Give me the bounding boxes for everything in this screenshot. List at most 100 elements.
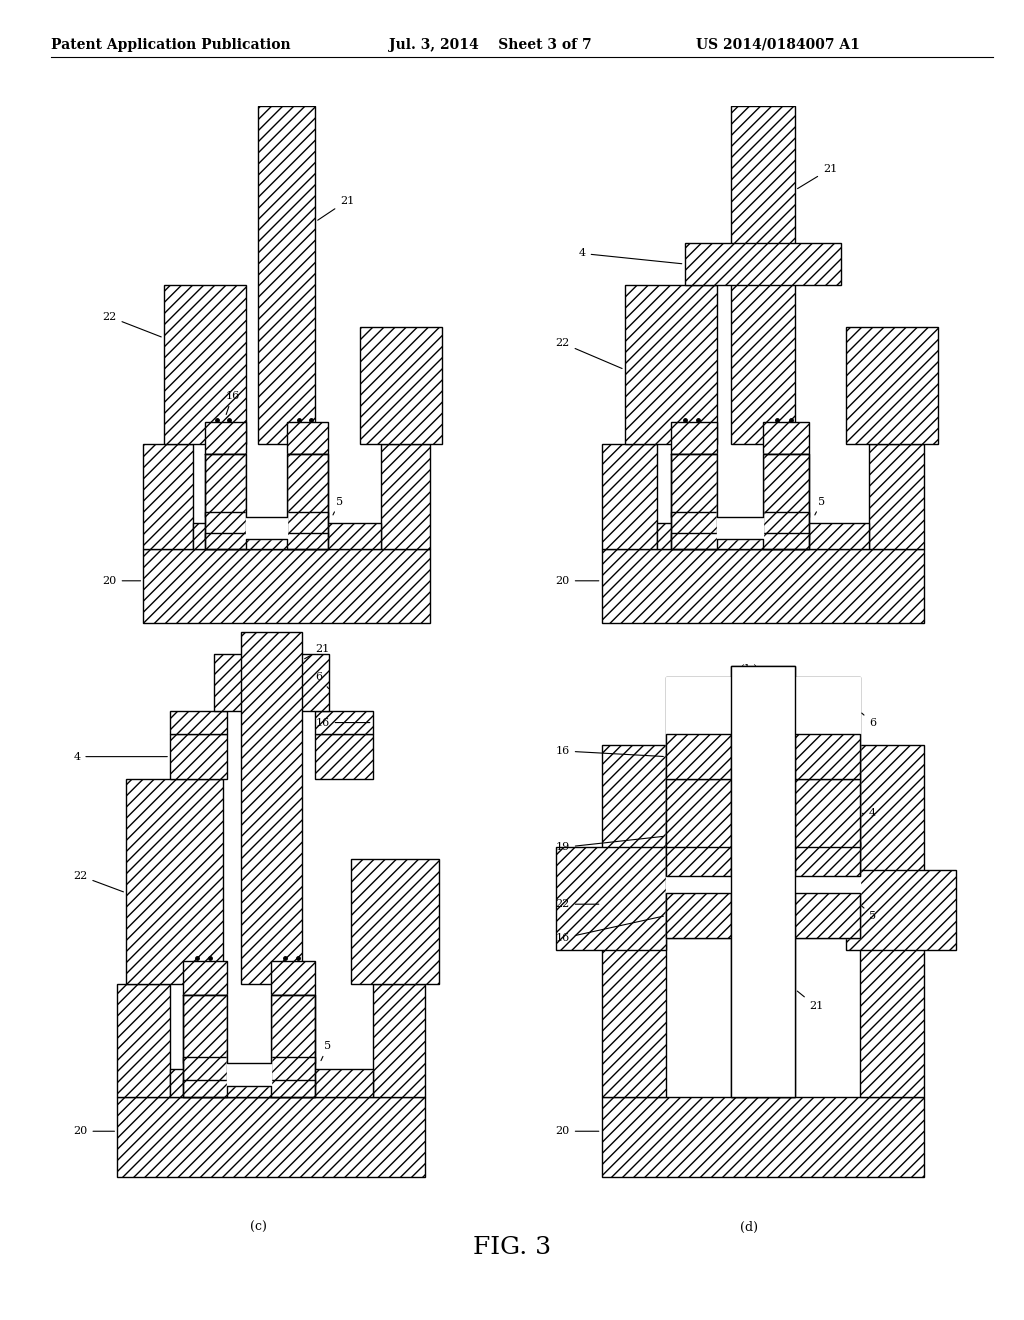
Text: Patent Application Publication: Patent Application Publication [51,38,291,51]
Bar [859,746,924,1097]
Text: 6: 6 [862,713,876,727]
Text: (d): (d) [740,1221,758,1234]
Bar [183,1057,227,1086]
Bar [763,512,809,539]
Bar [360,327,442,444]
Text: 6: 6 [315,672,329,689]
Bar [241,632,302,983]
Bar [666,842,731,876]
Bar [170,1069,373,1097]
Bar [671,512,717,539]
Text: 19: 19 [555,837,664,853]
Text: 22: 22 [74,871,124,892]
Bar [315,711,373,734]
Bar [246,512,287,539]
Bar [143,549,430,623]
Bar [271,995,315,1063]
Bar [731,665,795,1097]
Bar [666,892,731,939]
Bar [666,677,859,734]
Bar [795,734,859,779]
Text: 5: 5 [815,496,825,515]
Bar [271,961,315,995]
Bar [666,734,731,779]
Text: 4: 4 [862,808,876,818]
Text: 16: 16 [315,718,370,727]
Text: 21: 21 [317,195,354,220]
Bar [666,734,731,779]
Bar [795,892,859,939]
Bar [666,892,731,939]
Bar [717,512,763,539]
Bar [731,106,795,444]
Bar [373,983,426,1097]
Bar [117,983,170,1097]
Bar [731,665,795,1097]
Text: 5: 5 [333,496,343,515]
Bar [666,779,731,847]
Text: 4: 4 [74,751,167,762]
Bar [846,327,938,444]
Text: US 2014/0184007 A1: US 2014/0184007 A1 [696,38,860,51]
Bar [227,1057,271,1086]
Bar [671,533,809,549]
Bar [795,779,859,847]
Bar [666,842,731,876]
Bar [657,523,868,549]
Text: 21: 21 [304,644,330,659]
Bar [671,422,717,454]
Text: Jul. 3, 2014    Sheet 3 of 7: Jul. 3, 2014 Sheet 3 of 7 [389,38,592,51]
Bar [287,422,328,454]
Bar [717,454,763,517]
Bar [170,734,227,779]
Bar [164,285,246,444]
Bar [666,779,731,847]
Bar [214,655,329,711]
Bar [183,995,227,1063]
Text: (c): (c) [250,1221,266,1234]
Bar [846,870,956,949]
Bar [350,859,438,983]
Bar [868,444,925,549]
Text: 20: 20 [74,1126,115,1137]
Bar [625,285,717,444]
Bar [205,512,246,539]
Text: 5: 5 [862,906,876,920]
Text: (b): (b) [740,664,758,677]
Bar [227,995,271,1063]
Bar [143,444,193,549]
Text: 20: 20 [555,1126,599,1137]
Bar [602,444,657,549]
Bar [671,454,717,517]
Bar [555,847,666,949]
Bar [170,711,227,734]
Bar [117,1097,426,1176]
Bar [684,243,842,285]
Bar [246,454,287,517]
Text: 5: 5 [321,1041,332,1060]
Text: 16: 16 [555,746,664,756]
Bar [183,1080,315,1097]
Bar [602,549,925,623]
Bar [287,512,328,539]
Bar [795,734,859,779]
Bar [381,444,430,549]
Bar [258,106,315,444]
Bar [795,842,859,876]
Bar [666,677,859,939]
Text: 22: 22 [555,899,599,909]
Text: FIG. 3: FIG. 3 [473,1236,551,1259]
Bar [315,734,373,779]
Bar [763,454,809,517]
Bar [193,523,381,549]
Bar [205,533,328,549]
Text: 20: 20 [102,576,140,586]
Text: 16: 16 [225,391,240,414]
Bar [795,842,859,876]
Text: 22: 22 [102,312,161,337]
Text: (a): (a) [266,664,283,677]
Text: 21: 21 [798,991,823,1011]
Bar [763,422,809,454]
Bar [271,1057,315,1086]
Bar [205,422,246,454]
